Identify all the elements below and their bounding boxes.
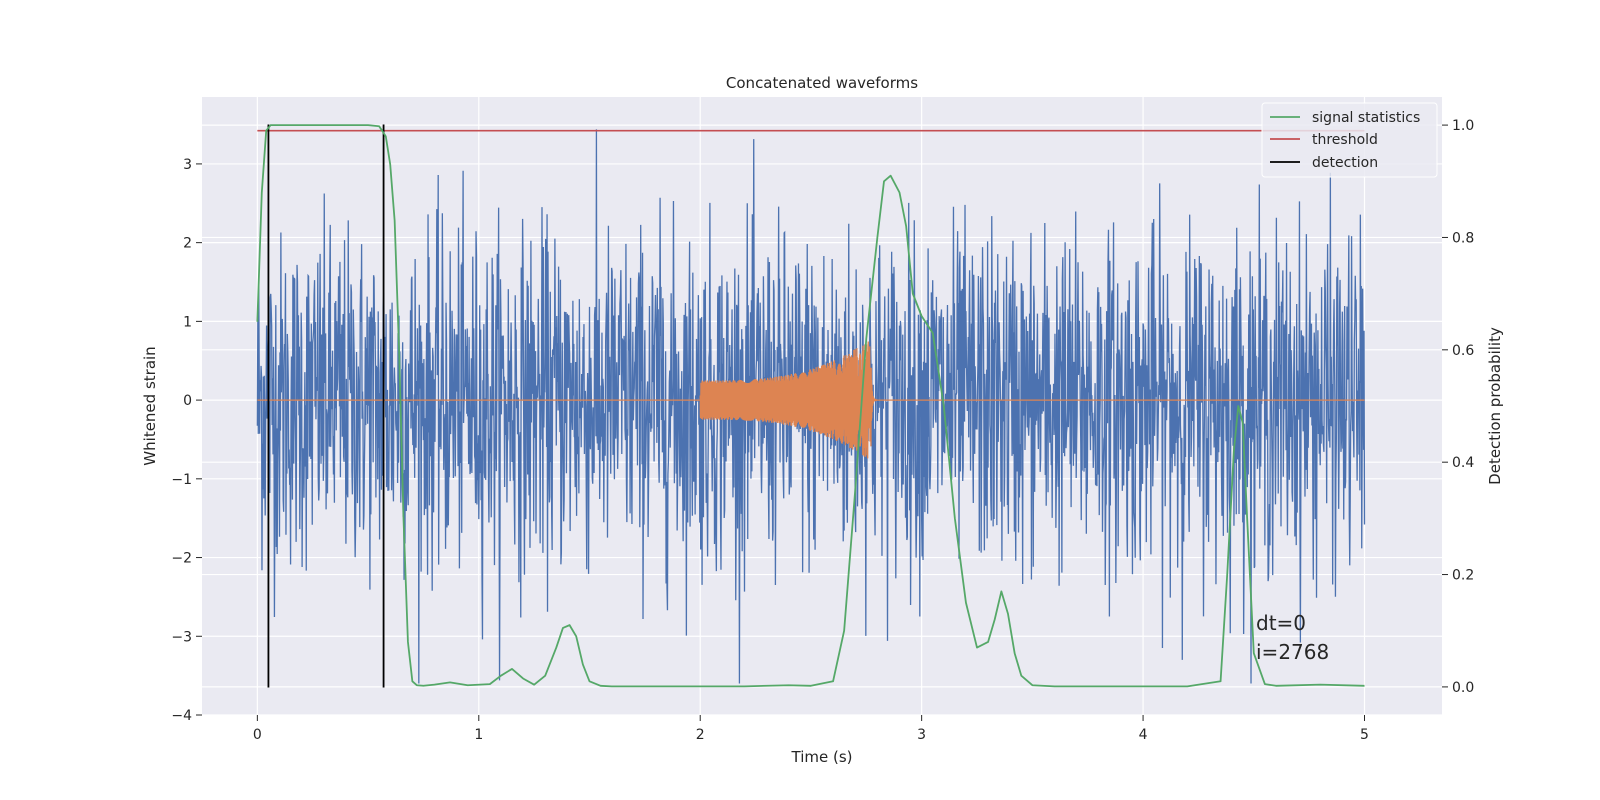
legend-box bbox=[1261, 102, 1438, 178]
y-right-tick-label: 0.6 bbox=[1452, 343, 1474, 359]
legend: signal statistics threshold detection bbox=[1261, 102, 1438, 178]
y-tick-label: −4 bbox=[171, 708, 192, 724]
x-tick-label: 4 bbox=[1139, 727, 1148, 743]
y-axis-label-right: Detection probability bbox=[1486, 327, 1504, 485]
x-tick-label: 5 bbox=[1360, 727, 1369, 743]
legend-label-signal-statistics: signal statistics bbox=[1312, 110, 1420, 126]
y-tick-label: 3 bbox=[183, 157, 192, 173]
y-tick-label: 2 bbox=[183, 236, 192, 252]
y-tick-label: −1 bbox=[171, 472, 192, 488]
series-layer bbox=[256, 124, 1366, 688]
annotation: dt=0 i=2768 bbox=[1256, 611, 1329, 664]
annotation-dt: dt=0 bbox=[1256, 611, 1306, 635]
y-tick-label: 1 bbox=[183, 314, 192, 330]
y-tick-label: −3 bbox=[171, 629, 192, 645]
axes-ticks: 0 1 2 3 4 5 −4 −3 −2 −1 0 1 2 3 0.0 0.2 0.4 0.6 0.8 1.0 bbox=[171, 118, 1474, 743]
legend-label-threshold: threshold bbox=[1312, 132, 1378, 148]
y-tick-label: 0 bbox=[183, 393, 192, 409]
x-tick-label: 3 bbox=[917, 727, 926, 743]
y-right-tick-label: 0.2 bbox=[1452, 568, 1474, 584]
annotation-i: i=2768 bbox=[1256, 640, 1329, 664]
plot-area bbox=[256, 124, 1366, 688]
y-axis-label: Whitened strain bbox=[141, 346, 159, 465]
y-tick-label: −2 bbox=[171, 551, 192, 567]
series-injected-signal bbox=[257, 341, 1365, 459]
legend-label-detection: detection bbox=[1312, 155, 1378, 171]
y-right-tick-label: 0.0 bbox=[1452, 680, 1474, 696]
x-tick-label: 2 bbox=[696, 727, 705, 743]
x-tick-label: 0 bbox=[253, 727, 262, 743]
y-right-tick-label: 0.4 bbox=[1452, 455, 1474, 471]
series-strain bbox=[256, 129, 1366, 684]
y-right-tick-label: 1.0 bbox=[1452, 118, 1474, 134]
series-signal-statistics bbox=[256, 124, 1365, 688]
x-axis-label: Time (s) bbox=[791, 748, 853, 766]
chart-title: Concatenated waveforms bbox=[726, 74, 918, 92]
y-right-tick-label: 0.8 bbox=[1452, 230, 1474, 246]
x-tick-label: 1 bbox=[474, 727, 483, 743]
